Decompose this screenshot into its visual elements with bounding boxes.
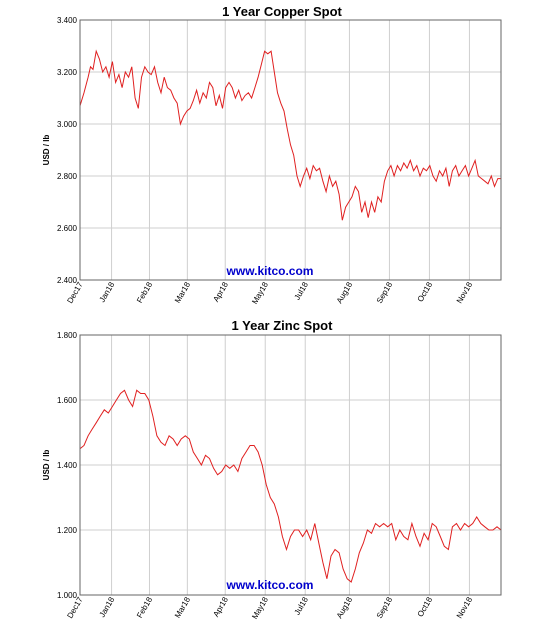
x-tick-label: Mar18 xyxy=(173,280,192,305)
x-tick-label: Sep18 xyxy=(375,595,395,620)
x-tick-label: Jan18 xyxy=(98,595,117,619)
y-tick-label: 1.600 xyxy=(57,396,78,405)
y-tick-label: 2.800 xyxy=(57,172,78,181)
x-tick-label: Nov18 xyxy=(455,280,475,305)
y-tick-label: 2.600 xyxy=(57,224,78,233)
y-axis-label: USD / lb xyxy=(42,135,51,166)
x-tick-label: Nov18 xyxy=(455,595,475,620)
y-axis-label: USD / lb xyxy=(42,450,51,481)
x-tick-label: Jan18 xyxy=(98,280,117,304)
plot-frame xyxy=(79,334,502,596)
chart-title: 1 Year Copper Spot xyxy=(222,4,342,19)
x-tick-label: Jul18 xyxy=(293,595,311,617)
x-tick-label: Jul18 xyxy=(293,280,311,302)
watermark: www.kitco.com xyxy=(226,264,314,278)
x-tick-label: Aug18 xyxy=(335,595,355,620)
y-tick-label: 3.200 xyxy=(57,68,78,77)
x-tick-label: May18 xyxy=(250,280,270,306)
zinc-price-line xyxy=(79,389,502,583)
x-tick-label: Sep18 xyxy=(375,280,395,305)
x-tick-label: Apr18 xyxy=(212,595,231,618)
zinc-chart: 1 Year Zinc Spot USD / lb 1.000 1.200 1.40… xyxy=(42,318,502,621)
y-tick-label: 1.800 xyxy=(57,331,78,340)
y-tick-label: 1.000 xyxy=(57,591,78,600)
x-tick-label: Feb18 xyxy=(135,595,154,620)
copper-price-line xyxy=(79,49,501,221)
copper-chart: 1 Year Copper Spot USD / lb 2.400 2.600 2.… xyxy=(42,4,502,306)
chart-title: 1 Year Zinc Spot xyxy=(232,318,334,333)
y-tick-label: 3.400 xyxy=(57,16,78,25)
y-tick-label: 1.200 xyxy=(57,526,78,535)
x-tick-label: Aug18 xyxy=(335,280,355,305)
x-tick-label: Oct18 xyxy=(416,595,435,618)
x-tick-label: Apr18 xyxy=(212,280,231,303)
y-tick-label: 1.400 xyxy=(57,461,78,470)
watermark: www.kitco.com xyxy=(226,578,314,592)
grid xyxy=(79,19,501,281)
y-tick-label: 2.400 xyxy=(57,276,78,285)
grid xyxy=(79,334,501,596)
plot-frame xyxy=(79,19,502,281)
y-tick-label: 3.000 xyxy=(57,120,78,129)
x-tick-label: Feb18 xyxy=(135,280,154,305)
x-tick-label: May18 xyxy=(250,595,270,621)
x-tick-label: Oct18 xyxy=(416,280,435,303)
x-tick-label: Mar18 xyxy=(173,595,192,620)
